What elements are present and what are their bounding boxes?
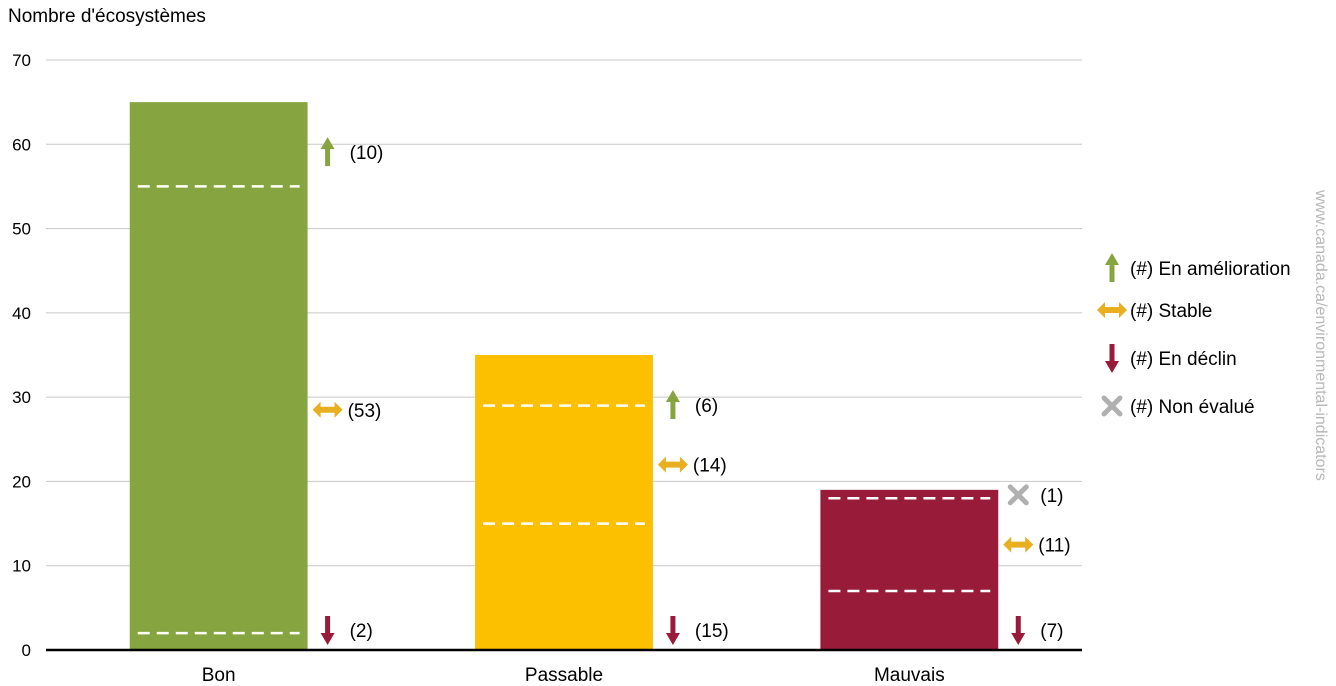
y-tick-labels: 0 10 20 30 40 50 60 70 [12, 51, 31, 660]
bars [129, 102, 999, 650]
trend-count-label: (6) [695, 396, 718, 417]
trend-count-label: (11) [1038, 536, 1070, 557]
x-mark-icon [1007, 484, 1029, 506]
trend-count-label: (7) [1040, 621, 1063, 642]
legend-up-arrow-icon [1105, 253, 1119, 282]
left-right-arrow-icon [1003, 536, 1034, 553]
trend-count-label: (53) [348, 401, 382, 422]
y-tick-label: 10 [12, 557, 31, 576]
bar-bon [129, 102, 308, 650]
trend-count-label: (1) [1040, 486, 1063, 507]
y-tick-label: 60 [12, 135, 31, 154]
up-arrow-icon [320, 137, 335, 167]
bar-passable [475, 355, 653, 650]
y-axis-title: Nombre d'écosystèmes [8, 6, 206, 27]
y-tick-label: 0 [22, 641, 31, 660]
trend-annotations: (10) (53) (2) (6) (14) (15) (1) (11) (7) [312, 137, 1071, 645]
category-label: Passable [525, 665, 603, 686]
left-right-arrow-icon [657, 456, 688, 473]
legend-label: (#) Stable [1130, 301, 1212, 322]
y-tick-label: 70 [12, 51, 31, 70]
trend-count-label: (15) [695, 621, 729, 642]
legend-left-right-arrow-icon [1097, 302, 1127, 318]
down-arrow-icon [665, 616, 680, 645]
watermark: www.canada.ca/environmental-indicators [1312, 189, 1329, 481]
trend-count-label: (2) [350, 621, 373, 642]
trend-count-label: (14) [693, 456, 727, 477]
y-tick-label: 20 [12, 472, 31, 491]
category-label: Bon [202, 665, 236, 686]
category-label: Mauvais [874, 665, 945, 686]
down-arrow-icon [1011, 616, 1026, 645]
trend-count-label: (10) [350, 143, 384, 164]
y-tick-label: 50 [12, 220, 31, 239]
legend-label: (#) En déclin [1130, 349, 1237, 370]
category-labels: Bon Passable Mauvais [202, 665, 945, 686]
bar-mauvais [820, 489, 999, 650]
down-arrow-icon [320, 616, 335, 645]
legend-label: (#) Non évalué [1130, 397, 1255, 418]
legend: (#) En amélioration (#) Stable (#) En décl… [1097, 253, 1291, 418]
y-tick-label: 30 [12, 388, 31, 407]
y-tick-label: 40 [12, 304, 31, 323]
segment-dividers [137, 185, 991, 635]
legend-x-mark-icon [1101, 395, 1123, 417]
legend-down-arrow-icon [1105, 344, 1119, 373]
left-right-arrow-icon [312, 401, 343, 418]
legend-label: (#) En amélioration [1130, 259, 1291, 280]
up-arrow-icon [665, 390, 680, 419]
